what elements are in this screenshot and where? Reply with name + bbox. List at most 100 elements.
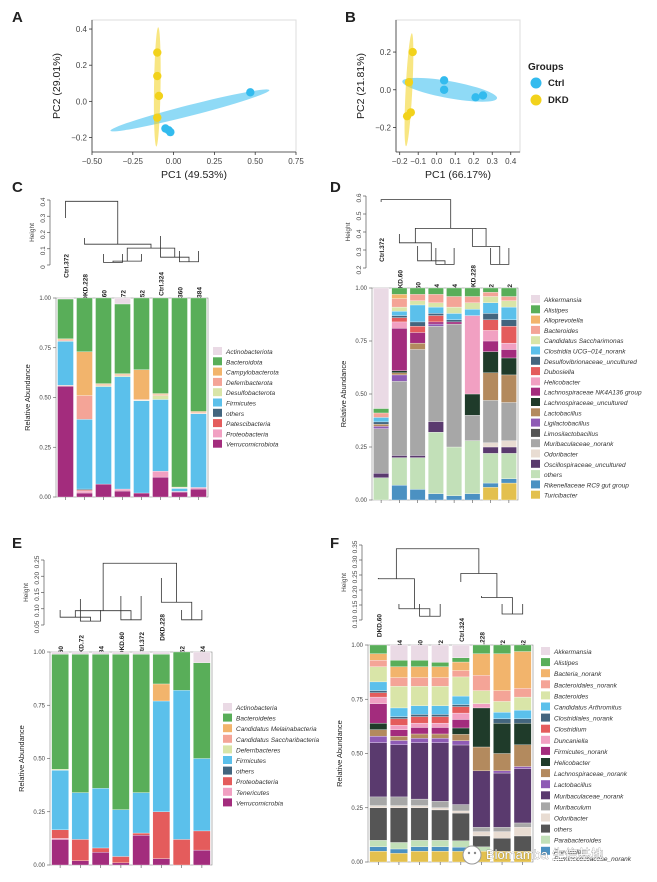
y-tick-label: 0.00 [355,498,367,504]
watermark-logo-icon [462,845,482,865]
legend-swatch [531,490,540,499]
y-tick-label: 1.00 [33,650,45,656]
bar-segment-lactobacillus [373,423,389,427]
y-tick-label: 0.75 [355,339,367,345]
bar-segment-bacteroidales-norank [410,677,429,687]
bar-segment-taxon [431,851,449,863]
bar-segment-lactobacillus [501,374,517,403]
sample-label: Ctrl.324 [459,618,466,642]
bar-segment-firmicutes-norank [390,729,408,737]
legend-label: Candidatus Saccharibacteria [236,737,319,744]
bar-segment-candidatus-saccharimonas [482,296,499,303]
bar-segment-bacteria-norank [369,653,388,661]
y-tick-label: 1.00 [351,643,363,649]
bar-segment-firmicutes-norank [369,703,388,724]
bar-segment-firmicutes [91,788,110,849]
dendrogram-link [414,228,487,247]
bar-segment-proteobacteria [193,830,211,851]
sample-label: DKD.60 [376,614,383,638]
legend-swatch [223,798,232,807]
sample-label: DKD.228 [470,265,477,292]
sample-label: DKD.72 [78,635,85,659]
bar-segment-muribaculum [472,827,491,832]
legend-label: Desulfobacterota [226,390,276,397]
y-axis-label: Relative Abundance [335,720,344,787]
bar-segment-proteobacteria [152,811,171,859]
bar-segment-actinobacteria [71,651,90,655]
legend-label: Candidatus Arthromitus [554,705,622,712]
bar-segment-oscillospiraceae-uncultured [409,455,426,458]
y-tick-label: 0.75 [33,703,45,709]
bar-segment-candidatus-saccharimonas [464,302,481,310]
legend-label: Verrucomicrobiota [226,442,279,449]
legend-label-obscured: Ruminococcaceae_norank [554,856,632,863]
legend-label: Bacteroidota [226,359,263,366]
bar-segment-rikenellaceae-rc9-gut-group [446,495,462,501]
legend-swatch [223,766,232,775]
dendrogram-link [377,578,415,609]
bar-segment-bacteroidetes [112,653,130,810]
bar-segment-akkermansia [451,644,470,658]
bar-segment-bacteria-norank [390,666,408,678]
bar-segment-others [409,457,426,490]
legend-label: Bacteroidetes [236,716,276,723]
legend-title: Groups [528,62,564,73]
bar-segment-duncaniella [410,722,429,728]
legend-label: Candidatus Saccharimonas [544,338,624,345]
bar-segment-lactobacillus [513,766,532,769]
bar-segment-bacteria-norank [472,653,491,676]
legend-swatch [541,835,550,844]
bar-segment-bacteroidota [95,297,112,384]
bar-segment-muribaculum [390,796,408,806]
bar-segment-clostridia-ucg-014-norank [501,306,517,320]
bar-segment-campylobacterota [133,369,150,400]
bar-segment-clostridia-ucg-014-norank [373,417,389,423]
bar-segment-duncaniella [390,725,408,730]
bar-segment-candidatus-saccharimonas [409,300,426,306]
bar-segment-bacteroides [410,686,429,706]
bar-segment-bacteroidota [171,297,188,488]
bar-segment-firmicutes [152,399,169,472]
abundance-panel-d: 0.20.30.40.50.6HeightCtrl.372DKD.60Ctrl.… [339,193,642,504]
dendrogram-ylabel: Height [29,223,36,242]
y-axis-label: PC2 (29.01%) [51,53,63,119]
legend-label: Lachnospiraceae_norank [554,771,628,778]
y-tick-label: 0.4 [76,25,88,34]
point-dkd-1 [153,48,162,57]
bar-segment-verrucomicrobiota [171,491,188,498]
bar-segment-clostridiales-norank [369,690,388,693]
point-ctrl-3 [471,93,480,102]
y-tick-label: 0.25 [355,445,367,451]
bar-segment-lachnospiraceae-norank [472,746,491,772]
bar-segment-oscillospiraceae-uncultured [391,455,408,458]
dendrogram-tick-label: 0.10 [34,604,41,617]
bar-segment-proteobacteria [71,839,90,861]
legend-swatch [223,787,232,796]
y-tick-label: −0.2 [71,134,87,143]
legend-swatch [213,347,222,355]
abundance-panel-e: 0.050.100.150.200.25HeightCtrl.360DKD.72… [17,555,319,869]
x-tick-label: 0.00 [166,157,182,166]
dendrogram-tick-label: 0 [40,265,47,269]
bar-segment-rikenellaceae-rc9-gut-group [464,493,481,501]
bar-segment-verrucomicrobia [152,858,171,866]
sample-label: Ctrl.372 [64,254,71,278]
bar-segment-bacteroidales-norank [493,690,511,702]
bar-segment-duncaniella [472,703,491,709]
bar-segment-lachnospiraceae-uncultured [482,351,499,373]
bar-segment-campylobacterota [76,351,93,396]
legend-label: Firmicutes [236,758,267,765]
legend-label: Firmicutes_norank [554,749,608,756]
bar-segment-muribaculaceae-norank [409,349,426,456]
bar-segment-bacteroidota [57,298,74,339]
dendrogram-tick-label: 0.2 [40,230,47,239]
bar-segment-others [369,807,388,841]
legend-swatch [531,408,540,417]
bar-segment-muribaculum [451,804,470,812]
bar-segment-proteobacteria [112,856,130,864]
legend-label: Clostridium [554,727,587,734]
bar-segment-others [451,812,470,841]
bar-segment-actinobacteriota [57,297,74,300]
legend-swatch [531,315,540,324]
bar-segment-clostridiales-norank [513,718,532,724]
